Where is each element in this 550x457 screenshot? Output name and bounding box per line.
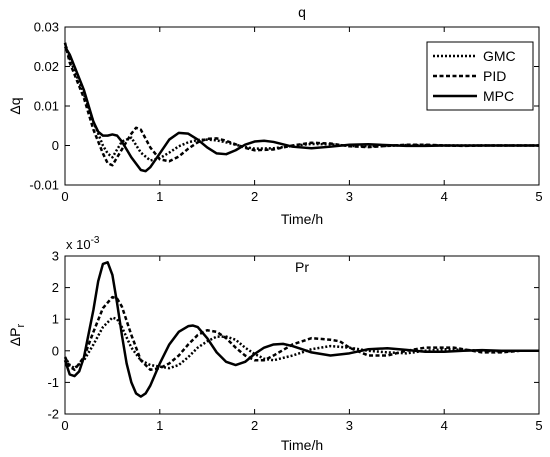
x-tick-label: 0 [61,418,68,433]
series-line-mpc [63,46,539,173]
y-tick-label: 0.03 [34,20,59,35]
y-axis-label: Δq [7,97,23,114]
series-lines [63,42,539,173]
x-axis-label: Time/h [281,437,323,453]
y-tick-label: 0.01 [34,99,59,114]
chart-pr: x 10-3 Pr 0 1 2 3 4 5 -2 -1 0 1 2 3 Time/h ΔPr [7,235,543,453]
legend-label-pid: PID [483,68,506,84]
y-tick-label: 0.02 [34,59,59,74]
x-tick-label: 5 [535,189,542,204]
x-tick-label: 1 [156,418,163,433]
x-tick-label: 2 [251,189,258,204]
series-line-pid [63,42,539,167]
y-tick-label: -0.01 [29,178,59,193]
y-tick-label: 1 [52,312,59,327]
y-tick-label: -2 [47,407,59,422]
legend-label-gmc: GMC [483,48,516,64]
y-tick-label: 2 [52,280,59,295]
legend: GMC PID MPC [426,41,534,111]
x-tick-label: 5 [535,418,542,433]
scale-label: x 10-3 [66,235,100,252]
series-line-mpc [63,261,539,398]
x-tick-label: 3 [346,189,353,204]
x-tick-label: 2 [251,418,258,433]
x-tick-label: 4 [441,418,448,433]
y-tick-label: 3 [52,249,59,264]
plot-frame [64,255,540,415]
series-line-gmc [63,316,539,370]
x-tick-label: 3 [346,418,353,433]
chart-title: Pr [295,259,309,275]
x-axis-label: Time/h [281,211,323,227]
legend-label-mpc: MPC [483,88,514,104]
series-line-pid [63,295,539,372]
chart-title: q [298,4,306,20]
x-ticks: 0 1 2 3 4 5 [61,256,543,433]
y-axis-label: ΔPr [7,323,27,346]
legend-box [426,41,534,111]
y-tick-label: 0 [52,343,59,358]
x-tick-label: 1 [156,189,163,204]
x-tick-label: 4 [441,189,448,204]
y-tick-label: 0 [52,138,59,153]
x-tick-label: 0 [61,189,68,204]
y-ticks: -0.01 0 0.01 0.02 0.03 [29,20,539,193]
x-ticks: 0 1 2 3 4 5 [61,27,543,204]
y-tick-label: -1 [47,375,59,390]
series-lines [63,261,539,398]
